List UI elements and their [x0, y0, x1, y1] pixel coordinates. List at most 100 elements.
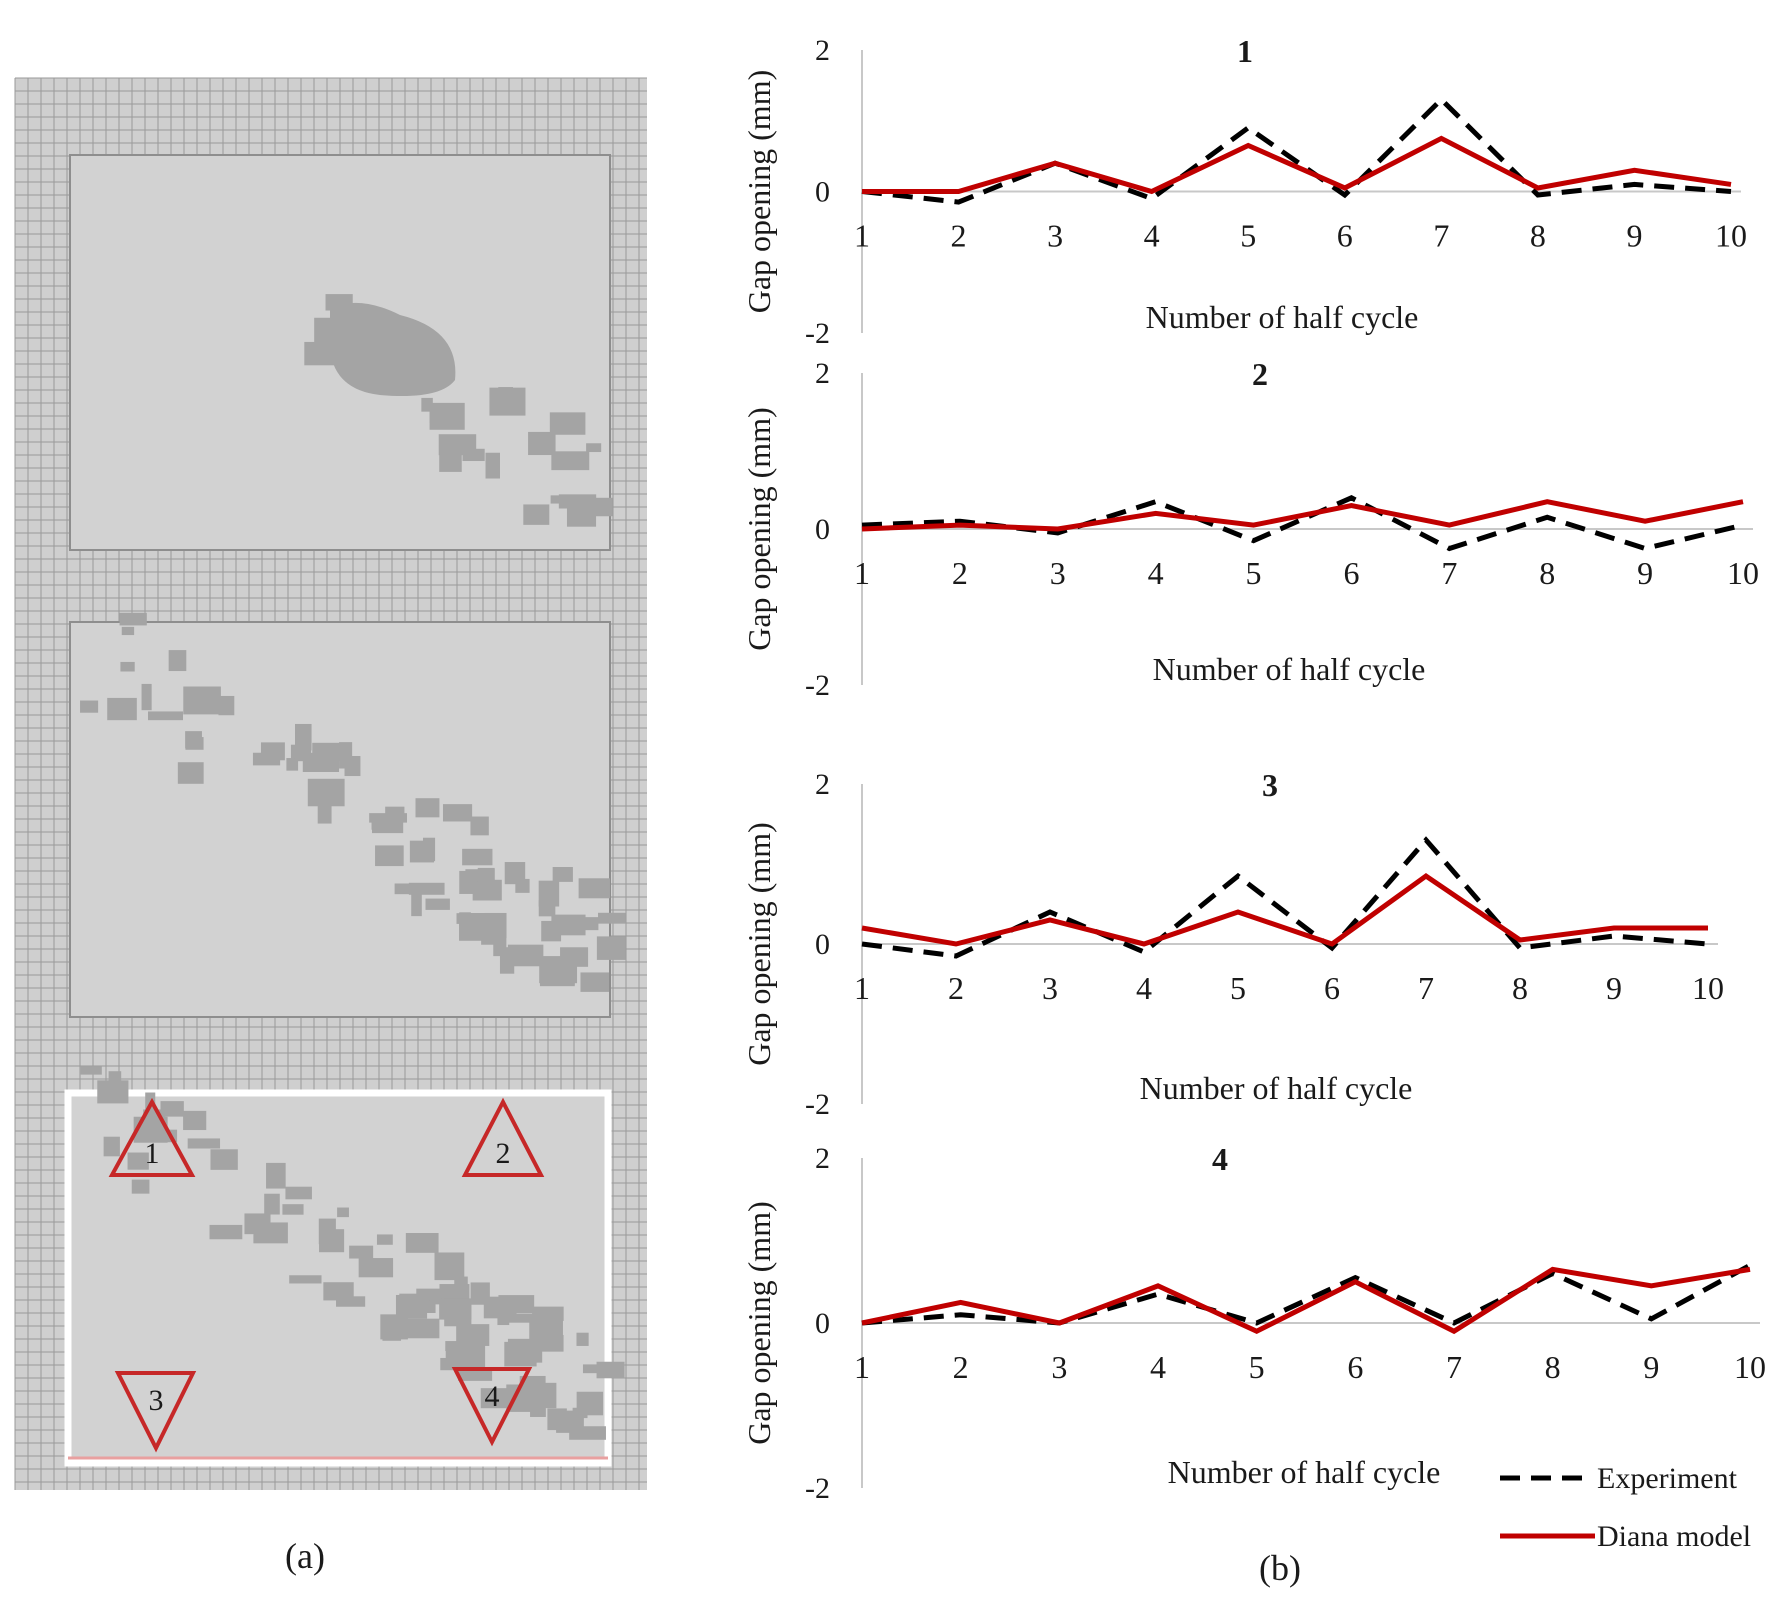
x-tick-label: 1 [854, 970, 870, 1006]
crack-patch [183, 686, 221, 715]
x-tick-label: 4 [1136, 970, 1152, 1006]
crack-patch [596, 936, 626, 960]
x-tick-label: 3 [1051, 1349, 1067, 1385]
x-tick-label: 3 [1050, 555, 1066, 591]
legend: Experiment Diana model [1500, 1462, 1751, 1553]
caption-b: (b) [1259, 1548, 1301, 1588]
crack-patch [580, 972, 610, 992]
crack-patch [294, 750, 306, 759]
crack-patch [282, 1204, 304, 1215]
crack-patch [485, 452, 500, 479]
crack-patch [209, 1224, 243, 1240]
crack-patch [177, 762, 204, 784]
y-tick-label: 0 [815, 1307, 830, 1340]
x-tick-label: 8 [1545, 1349, 1561, 1385]
x-tick-label: 9 [1643, 1349, 1659, 1385]
crack-patch [120, 661, 135, 672]
x-tick-label: 8 [1512, 970, 1528, 1006]
crack-patch [425, 898, 450, 910]
crack-patch [499, 947, 515, 974]
model-series-line [862, 135, 1732, 195]
x-tick-label: 2 [951, 218, 967, 254]
x-tick-label: 8 [1539, 555, 1555, 591]
crack-patch [218, 695, 235, 716]
caption-a: (a) [285, 1536, 325, 1576]
triangle-up-icon [108, 1097, 196, 1177]
crack-patch [470, 816, 489, 836]
y-tick-label: -2 [805, 1088, 830, 1121]
crack-patch [576, 1391, 604, 1416]
crack-patch [107, 697, 137, 721]
model-series-line [861, 1266, 1751, 1335]
y-tick-label: -2 [805, 1472, 830, 1505]
crack-patch [147, 711, 183, 721]
crack-patch [264, 1193, 280, 1215]
triangle-down-icon [451, 1367, 533, 1447]
chart-title: 4 [1212, 1141, 1228, 1177]
crack-patch [185, 731, 202, 749]
gap-marker-3-label: 3 [149, 1384, 164, 1417]
triangle-up-icon [461, 1097, 545, 1177]
x-tick-label: 4 [1148, 555, 1164, 591]
experiment-series-line [861, 96, 1732, 205]
crack-blob [330, 302, 456, 396]
gap-marker-1-label: 1 [145, 1137, 160, 1170]
crack-patch [594, 497, 613, 517]
x-tick-label: 4 [1144, 218, 1160, 254]
gap-marker-3: 3 [114, 1371, 197, 1453]
crack-patch [382, 1332, 402, 1341]
x-tick-label: 2 [952, 555, 968, 591]
crack-patch [498, 387, 514, 399]
crack-patch [295, 723, 312, 751]
x-tick-label: 10 [1734, 1349, 1766, 1385]
crack-patch [103, 1136, 120, 1157]
crack-patch [541, 920, 562, 942]
gap-marker-4-label: 4 [485, 1380, 500, 1413]
x-tick-label: 9 [1626, 218, 1642, 254]
crack-patch [547, 1408, 567, 1431]
chart-title: 2 [1252, 356, 1268, 392]
crack-patch [210, 1149, 238, 1170]
x-tick-label: 7 [1418, 970, 1434, 1006]
crack-patch [404, 1318, 440, 1339]
crack-patch [376, 1234, 393, 1245]
crack-patch [344, 756, 361, 777]
y-tick-label: 0 [815, 176, 830, 209]
crack-patch [285, 1186, 312, 1200]
crack-patch [504, 1341, 537, 1367]
crack-patch [375, 845, 404, 867]
x-axis-label: Number of half cycle [1146, 299, 1419, 335]
experiment-series-line [861, 836, 1709, 959]
crack-patch [582, 1364, 621, 1374]
experiment-series-line [861, 495, 1744, 552]
crack-patch [462, 448, 485, 462]
x-axis-label: Number of half cycle [1140, 1070, 1413, 1106]
crack-patch [502, 1313, 539, 1323]
crack-patch [415, 798, 440, 818]
crack-patch [407, 1300, 430, 1309]
y-tick-label: -2 [805, 669, 830, 702]
x-tick-label: 5 [1240, 218, 1256, 254]
x-tick-label: 10 [1727, 555, 1759, 591]
crack-patch [394, 883, 410, 895]
crack-patch [569, 1426, 606, 1440]
crack-patch [405, 1232, 439, 1253]
experiment-series-line [861, 1263, 1752, 1326]
chart-title: 3 [1262, 767, 1278, 803]
crack-patch [337, 1207, 349, 1218]
crack-patch [529, 1319, 563, 1341]
crack-patch [141, 683, 152, 711]
crack-patch [336, 1296, 366, 1307]
crack-patch [483, 1296, 517, 1319]
crack-patch [434, 1252, 465, 1281]
x-tick-label: 9 [1637, 555, 1653, 591]
chart-1: 2 0 -2 1 2 3 4 5 6 7 8 9 10 1 Number of half cycle Gap … [741, 33, 1747, 350]
x-tick-label: 5 [1249, 1349, 1265, 1385]
x-tick-label: 3 [1047, 218, 1063, 254]
y-axis-label: Gap opening (mm) [741, 1201, 777, 1445]
chart-3: 2 0 -2 1 2 3 4 5 6 7 8 9 10 3 Number of half cycle Gap … [741, 767, 1724, 1121]
crack-patch [183, 1110, 207, 1131]
x-tick-label: 7 [1433, 218, 1449, 254]
